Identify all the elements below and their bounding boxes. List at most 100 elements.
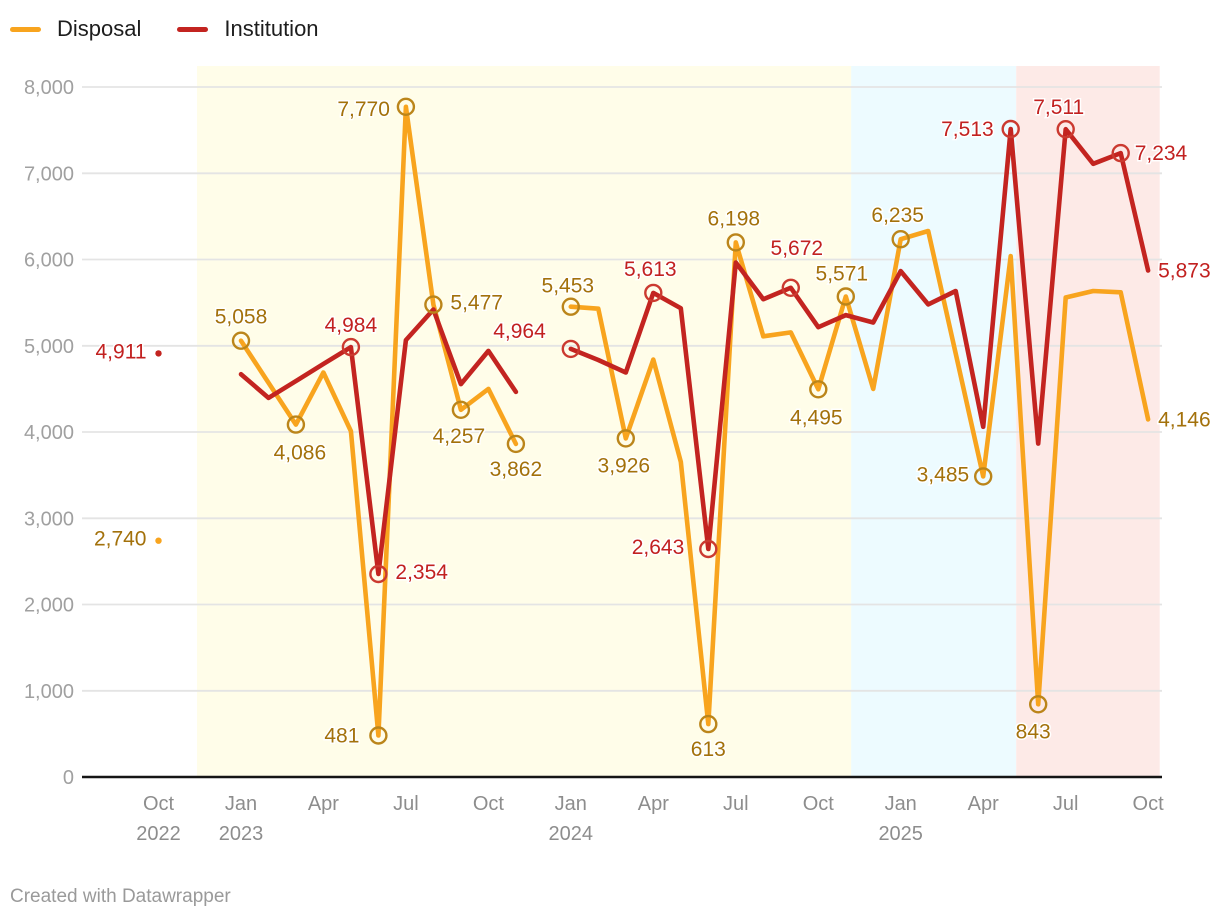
disposal-line-swatch — [10, 26, 41, 32]
data-point-label: 5,453 — [542, 275, 595, 298]
x-tick-year-label: 2023 — [219, 823, 264, 845]
data-point-label: 7,511 — [1033, 96, 1084, 119]
x-axis-tick-labels: Oct 2022 Jan 2023 Apr Jul Oct Jan 2024 Apr Jul Oct J… — [136, 793, 1164, 845]
data-point-label: 5,613 — [624, 258, 677, 281]
data-point-marker — [781, 278, 800, 297]
data-point-marker — [341, 337, 361, 357]
data-point-marker — [506, 434, 526, 454]
data-point-dot — [155, 537, 162, 544]
data-point-label: 3,926 — [598, 454, 651, 477]
x-tick-label: Oct — [473, 793, 505, 815]
x-tick-label: Jan — [225, 793, 257, 815]
data-point-marker — [369, 564, 388, 584]
data-point-marker — [561, 297, 580, 316]
line-path — [568, 126, 1151, 552]
data-point-marker — [396, 97, 416, 117]
data-point-label: 5,873 — [1158, 260, 1211, 283]
y-tick-label: 6,000 — [24, 250, 74, 272]
x-tick-label: Oct — [143, 793, 175, 815]
institution-line-swatch — [177, 26, 209, 32]
data-point-label: 4,146 — [1158, 408, 1211, 431]
y-axis-tick-labels: 0 1,000 2,000 3,000 4,000 5,000 6,000 7,000 8,00… — [24, 77, 74, 789]
data-point-label: 5,477 — [450, 292, 503, 315]
data-point-label: 5,672 — [771, 237, 824, 260]
legend: Disposal Institution — [10, 14, 355, 44]
x-tick-label: Oct — [803, 793, 835, 815]
series-disposal-markers — [231, 97, 1048, 745]
x-tick-year-label: 2024 — [549, 823, 594, 845]
x-tick-label: Apr — [968, 793, 999, 815]
data-point-label: 613 — [691, 738, 726, 761]
data-point-marker — [231, 331, 251, 350]
data-point-marker — [699, 714, 718, 734]
y-tick-label: 1,000 — [24, 681, 74, 703]
data-point-label: 7,770 — [337, 98, 390, 121]
legend-label-disposal: Disposal — [57, 16, 142, 41]
data-point-label: 5,058 — [215, 306, 268, 329]
y-tick-label: 4,000 — [24, 422, 74, 444]
data-point-label: 4,257 — [433, 425, 486, 448]
x-tick-label: Apr — [308, 793, 339, 815]
x-tick-label: Apr — [638, 793, 669, 815]
series-institution-labels: 4,911 4,984 2,354 4,964 5,613 2,643 5,672 7,513… — [94, 95, 1212, 586]
x-tick-year-label: 2025 — [878, 823, 923, 845]
series-disposal-line — [155, 104, 1151, 738]
data-point-marker — [1028, 695, 1048, 714]
data-point-marker — [699, 539, 718, 559]
data-point-label: 843 — [1016, 720, 1051, 743]
data-point-marker — [974, 467, 993, 486]
data-point-label: 4,086 — [274, 442, 327, 465]
x-tick-label: Jan — [555, 793, 587, 815]
data-point-marker — [809, 380, 828, 399]
data-point-label: 481 — [324, 725, 359, 748]
data-point-label: 2,354 — [395, 561, 448, 584]
line-path — [238, 104, 519, 738]
x-tick-label: Jul — [1053, 793, 1079, 815]
data-point-label: 3,862 — [490, 458, 543, 481]
series-institution-line — [155, 126, 1151, 577]
y-tick-label: 8,000 — [24, 77, 74, 99]
data-point-label: 4,495 — [790, 406, 843, 429]
x-tick-label: Jul — [393, 793, 419, 815]
legend-label-institution: Institution — [224, 16, 319, 41]
y-tick-label: 5,000 — [24, 336, 74, 358]
data-point-dot — [155, 350, 162, 357]
gridlines — [82, 86, 1162, 692]
data-point-label: 2,740 — [94, 528, 147, 551]
data-point-marker — [286, 415, 306, 434]
line-path — [568, 228, 1151, 727]
band-yellow — [197, 66, 852, 777]
legend-item-institution: Institution — [177, 14, 319, 44]
data-point-label: 7,234 — [1135, 142, 1188, 165]
legend-item-disposal: Disposal — [10, 14, 141, 44]
data-point-marker — [1056, 119, 1075, 139]
data-point-marker — [616, 429, 635, 448]
series-institution-markers — [341, 119, 1130, 584]
data-point-marker — [726, 233, 745, 252]
x-tick-label: Jul — [723, 793, 749, 815]
data-point-label: 4,911 — [96, 340, 147, 363]
data-point-label: 4,964 — [493, 320, 546, 343]
data-point-label: 5,571 — [816, 263, 869, 286]
x-tick-label: Oct — [1133, 793, 1165, 815]
data-point-marker — [424, 295, 443, 314]
data-point-marker — [644, 283, 663, 303]
y-tick-label: 3,000 — [24, 508, 74, 530]
data-point-marker — [561, 339, 580, 359]
attribution-text: Created with Datawrapper — [10, 886, 231, 907]
data-point-marker — [1001, 119, 1020, 139]
data-point-marker — [369, 726, 388, 745]
data-point-marker — [891, 229, 910, 249]
data-point-label: 2,643 — [632, 536, 685, 559]
data-point-label: 3,485 — [917, 463, 970, 486]
data-point-marker — [451, 400, 471, 419]
data-point-marker — [1111, 143, 1130, 163]
data-point-label: 6,198 — [708, 207, 761, 230]
y-tick-label: 7,000 — [24, 163, 74, 185]
data-point-label: 6,235 — [871, 204, 924, 227]
y-tick-label: 0 — [63, 767, 74, 789]
line-path — [238, 307, 519, 577]
